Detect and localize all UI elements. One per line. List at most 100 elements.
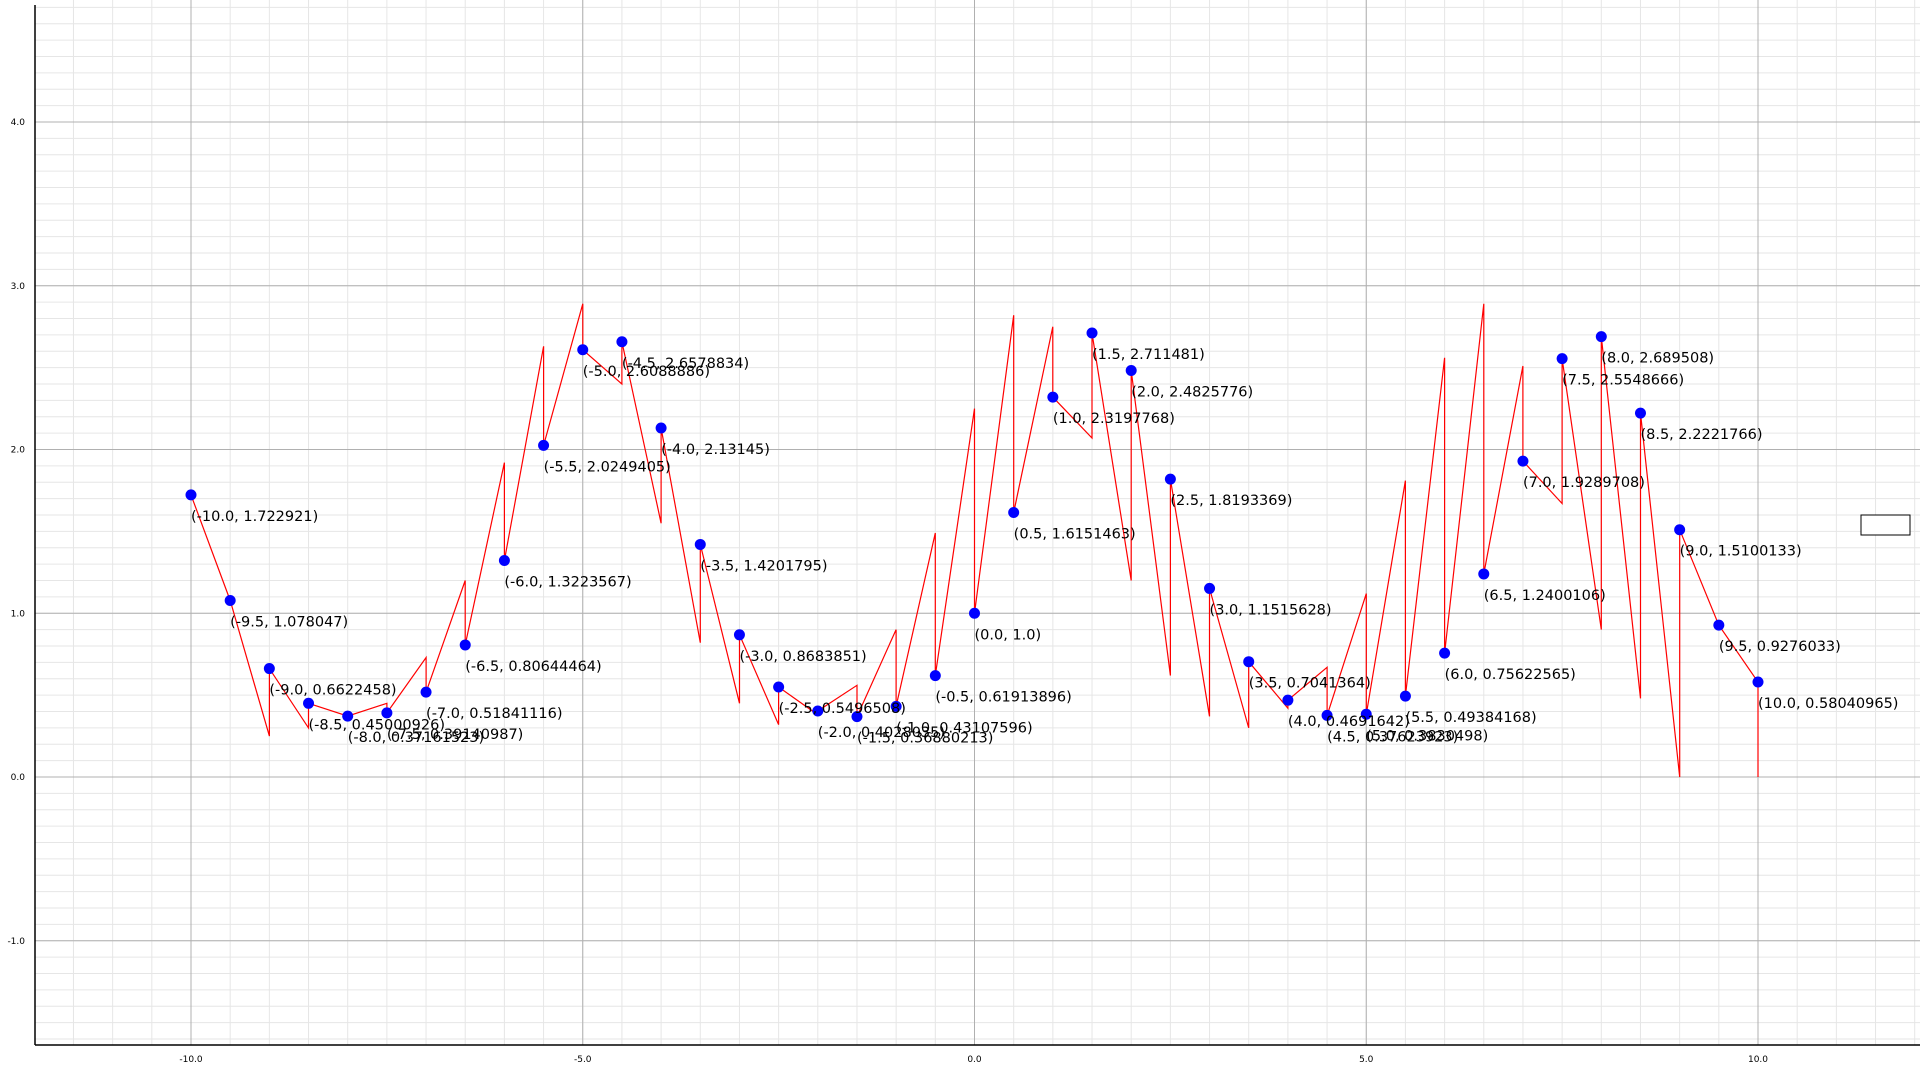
x-tick-label: 5.0 xyxy=(1359,1055,1374,1065)
data-point xyxy=(773,681,785,693)
data-label: (6.0, 0.75622565) xyxy=(1445,667,1576,683)
x-tick-label: -5.0 xyxy=(574,1055,592,1065)
data-label: (9.5, 0.9276033) xyxy=(1719,639,1841,655)
y-tick-label: 2.0 xyxy=(11,446,26,456)
y-tick-label: 4.0 xyxy=(11,118,26,128)
data-label: (5.5, 0.49384168) xyxy=(1405,710,1536,726)
data-label: (3.0, 1.1515628) xyxy=(1210,602,1332,618)
data-point xyxy=(263,663,275,675)
data-label: (8.0, 2.689508) xyxy=(1601,351,1714,367)
y-tick-label: 3.0 xyxy=(11,282,26,292)
data-label: (-9.5, 1.078047) xyxy=(230,614,348,630)
legend-box xyxy=(1860,514,1911,536)
data-point xyxy=(1164,473,1176,485)
data-point xyxy=(185,489,197,501)
data-labels: (-10.0, 1.722921) (-9.5, 1.078047) (-9.0, … xyxy=(191,347,1898,747)
y-tick-label: 0.0 xyxy=(11,773,26,783)
data-point xyxy=(224,594,236,606)
data-label: (-3.0, 0.8683851) xyxy=(739,649,866,665)
y-tick-label: 1.0 xyxy=(11,609,26,619)
data-label: (10.0, 0.58040965) xyxy=(1758,696,1898,712)
data-label: (2.0, 2.4825776) xyxy=(1131,384,1253,400)
data-label: (-7.5, 0.39140987) xyxy=(387,727,523,743)
data-label: (-8.5, 0.45000926) xyxy=(309,717,445,733)
x-tick-label: -10.0 xyxy=(179,1055,203,1065)
data-label: (0.5, 1.6151463) xyxy=(1014,527,1136,543)
data-point xyxy=(1439,647,1451,659)
data-point xyxy=(342,710,354,722)
data-label: (4.5, 0.37623923) xyxy=(1327,729,1458,745)
data-point xyxy=(303,697,315,709)
data-label: (-6.0, 1.3223567) xyxy=(504,574,631,590)
data-point xyxy=(1634,407,1646,419)
data-point xyxy=(1556,353,1568,365)
data-label: (7.5, 2.5548666) xyxy=(1562,373,1684,389)
x-tick-label: 0.0 xyxy=(967,1055,982,1065)
data-label: (-2.0, 0.4028035) xyxy=(818,725,945,741)
data-label: (5.0, 0.3830498) xyxy=(1366,728,1488,744)
axes xyxy=(34,5,1920,1046)
data-point xyxy=(1243,656,1255,668)
data-label: (-0.5, 0.61913896) xyxy=(935,690,1071,706)
data-label: (-4.0, 2.13145) xyxy=(661,442,770,458)
data-point xyxy=(1399,690,1411,702)
data-point xyxy=(1674,524,1686,536)
data-point xyxy=(969,607,980,619)
data-point xyxy=(812,705,824,717)
data-point xyxy=(1713,619,1725,631)
data-label: (3.5, 0.7041364) xyxy=(1249,676,1371,692)
data-label: (6.5, 1.2400106) xyxy=(1484,588,1606,604)
data-label: (-4.5, 2.6578834) xyxy=(622,356,749,372)
data-label: (-1.5, 0.36880213) xyxy=(857,731,993,747)
data-point xyxy=(1321,709,1333,721)
data-point xyxy=(1204,582,1216,594)
data-label: (2.5, 1.8193369) xyxy=(1170,493,1292,509)
data-point xyxy=(1008,507,1020,519)
data-point xyxy=(1360,708,1372,720)
series-line xyxy=(190,303,1759,778)
data-label: (1.5, 2.711481) xyxy=(1092,347,1205,363)
data-point xyxy=(577,344,589,356)
tick-labels: -10.0 -5.0 0.0 5.0 10.0 -1.0 0.0 1.0 2.0 3.0 4.0 xyxy=(7,118,1768,1065)
data-label: (7.0, 1.9289708) xyxy=(1523,475,1645,491)
data-point xyxy=(929,670,941,682)
data-point xyxy=(1047,391,1059,403)
series-line-group xyxy=(190,303,1759,778)
data-label: (1.0, 2.3197768) xyxy=(1053,411,1175,427)
data-label: (-5.0, 2.6088886) xyxy=(583,364,710,380)
data-label: (0.0, 1.0) xyxy=(975,627,1042,643)
data-label: (-9.0, 0.6622458) xyxy=(269,683,396,699)
data-point xyxy=(381,707,393,719)
data-points xyxy=(185,327,1764,723)
data-point xyxy=(1517,455,1529,467)
data-point xyxy=(498,554,510,566)
data-point xyxy=(851,711,863,723)
data-point xyxy=(733,629,745,641)
data-label: (-3.5, 1.4201795) xyxy=(700,558,827,574)
data-label: (8.5, 2.2221766) xyxy=(1640,427,1762,443)
data-point xyxy=(1125,364,1137,376)
x-tick-label: 10.0 xyxy=(1748,1055,1768,1065)
data-label: (-8.0, 0.37161523) xyxy=(348,730,484,746)
data-point xyxy=(1086,327,1098,339)
data-point xyxy=(655,422,667,434)
data-point xyxy=(1595,331,1607,343)
data-point xyxy=(890,700,902,712)
data-point xyxy=(420,686,432,698)
data-label: (-5.5, 2.0249405) xyxy=(544,459,671,475)
data-label: (-2.5, 0.5496508) xyxy=(779,701,906,717)
data-label: (9.0, 1.5100133) xyxy=(1680,544,1802,560)
data-label: (-7.0, 0.51841116) xyxy=(426,706,562,722)
data-point xyxy=(616,336,628,348)
y-tick-label: -1.0 xyxy=(7,937,25,947)
data-point xyxy=(1478,568,1490,580)
data-point xyxy=(538,439,550,451)
data-label: (-10.0, 1.722921) xyxy=(191,509,318,525)
data-point xyxy=(459,639,471,651)
data-label: (-1.0, 0.43107596) xyxy=(896,720,1032,736)
data-point xyxy=(1282,694,1294,706)
data-point xyxy=(694,538,706,550)
data-point xyxy=(1752,676,1764,688)
